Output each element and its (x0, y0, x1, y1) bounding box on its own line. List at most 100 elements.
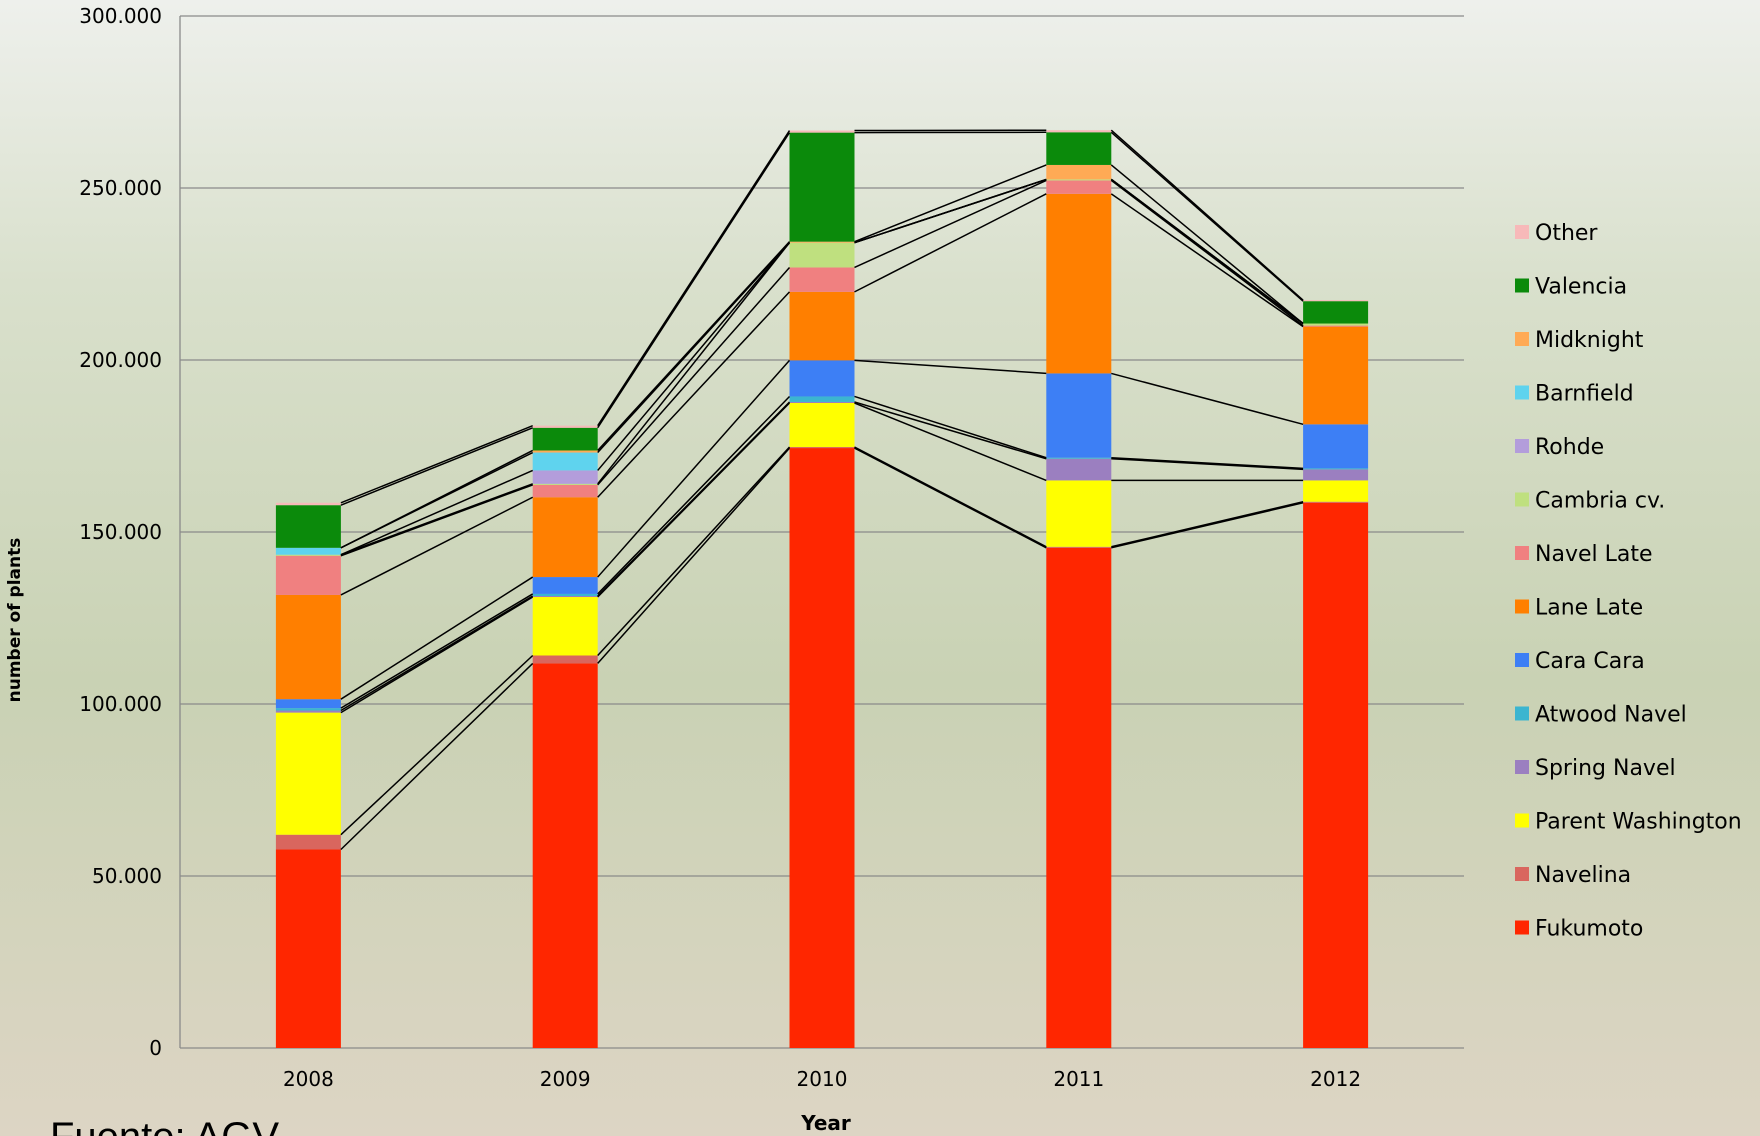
chart: number of plants Year Fuente: AGV 0 50.00… (0, 0, 1760, 1136)
bar-segment (533, 655, 598, 663)
bar-segment (1303, 424, 1368, 468)
bar-segment (790, 243, 855, 268)
bar-segment (790, 292, 855, 360)
bar-segment (1303, 301, 1368, 323)
bar-segment (790, 448, 855, 1048)
bar-segment (276, 713, 341, 835)
legend-label: Rohde (1535, 435, 1604, 460)
legend-label: Parent Washington (1535, 810, 1742, 835)
x-tick-label: 2011 (1053, 1067, 1104, 1091)
bar-segment (790, 360, 855, 396)
bar-segment (533, 470, 598, 483)
bar-segment (1303, 324, 1368, 326)
bar-segment (276, 708, 341, 710)
bar-segment (1046, 132, 1111, 165)
legend-swatch (1515, 546, 1529, 560)
bar-segment (533, 485, 598, 497)
bar-segment (276, 850, 341, 1048)
bar-segment (533, 497, 598, 577)
bar-segment (276, 505, 341, 548)
legend-label: Cambria cv. (1535, 489, 1665, 514)
bar-segment (276, 555, 341, 556)
bar-segment (276, 711, 341, 713)
bar-segment (533, 596, 598, 597)
legend-label: Midknight (1535, 328, 1644, 353)
legend-label: Lane Late (1535, 596, 1643, 621)
y-tick-label: 200.000 (79, 348, 162, 372)
bar-segment (1303, 300, 1368, 301)
y-tick-label: 0 (149, 1036, 162, 1060)
bar-segment (533, 484, 598, 485)
legend-swatch (1515, 707, 1529, 721)
y-tick-label: 50.000 (92, 864, 162, 888)
bar-segment (533, 577, 598, 594)
y-tick-label: 100.000 (79, 692, 162, 716)
y-tick-label: 250.000 (79, 176, 162, 200)
legend-label: Valencia (1535, 275, 1627, 300)
bar-segment (276, 835, 341, 850)
bar-segment (1046, 548, 1111, 1048)
bar-segment (1046, 547, 1111, 548)
legend-swatch (1515, 814, 1529, 828)
bar-segment (1303, 502, 1368, 503)
legend-label: Other (1535, 221, 1598, 246)
bar-segment (1046, 180, 1111, 193)
bar-segment (790, 402, 855, 403)
legend-swatch (1515, 279, 1529, 293)
bar-segment (1046, 459, 1111, 481)
bar-segment (533, 594, 598, 596)
bar-segment (533, 663, 598, 1048)
bar-segment (533, 428, 598, 451)
bar-segment (790, 242, 855, 243)
bar-segment (533, 453, 598, 471)
bar-segment (1046, 373, 1111, 457)
bar-segment (790, 403, 855, 447)
legend-label: Spring Navel (1535, 756, 1676, 781)
bar-segment (1046, 480, 1111, 546)
y-tick-label: 300.000 (79, 4, 162, 28)
bar-segment (1303, 469, 1368, 480)
bar-segment (533, 597, 598, 655)
legend-swatch (1515, 921, 1529, 935)
bar-segment (1303, 327, 1368, 425)
legend-label: Barnfield (1535, 382, 1634, 407)
bar-segment (276, 699, 341, 708)
legend-swatch (1515, 600, 1529, 614)
legend-label: Navelina (1535, 863, 1631, 888)
bar-segment (533, 426, 598, 428)
y-axis-label: number of plants (5, 538, 25, 703)
x-tick-label: 2010 (797, 1067, 848, 1091)
bar-segment (276, 595, 341, 699)
legend-label: Navel Late (1535, 542, 1653, 567)
bar-segment (790, 267, 855, 291)
x-tick-label: 2012 (1310, 1067, 1361, 1091)
x-axis-label: Year (800, 1111, 851, 1135)
bar-segment (790, 396, 855, 402)
legend-swatch (1515, 332, 1529, 346)
legend-swatch (1515, 867, 1529, 881)
bar-segment (1046, 194, 1111, 374)
legend-swatch (1515, 493, 1529, 507)
legend-swatch (1515, 439, 1529, 453)
bar-segment (1046, 179, 1111, 180)
bar-segment (790, 133, 855, 242)
legend-swatch (1515, 225, 1529, 239)
bar-segment (1303, 480, 1368, 501)
legend-swatch (1515, 653, 1529, 667)
x-tick-label: 2009 (540, 1067, 591, 1091)
bar-segment (276, 503, 341, 505)
legend-label: Atwood Navel (1535, 703, 1687, 728)
bar-segment (1046, 458, 1111, 459)
bar-segment (790, 131, 855, 133)
bar-segment (1046, 165, 1111, 179)
source-note: Fuente: AGV (50, 1115, 279, 1136)
bar-segment (533, 450, 598, 452)
x-tick-label: 2008 (283, 1067, 334, 1091)
legend-label: Cara Cara (1535, 649, 1645, 674)
background (0, 0, 1760, 1136)
bar-segment (1303, 503, 1368, 1048)
bar-segment (276, 548, 341, 555)
bar-segment (1303, 326, 1368, 327)
bar-segment (276, 556, 341, 595)
y-tick-label: 150.000 (79, 520, 162, 544)
